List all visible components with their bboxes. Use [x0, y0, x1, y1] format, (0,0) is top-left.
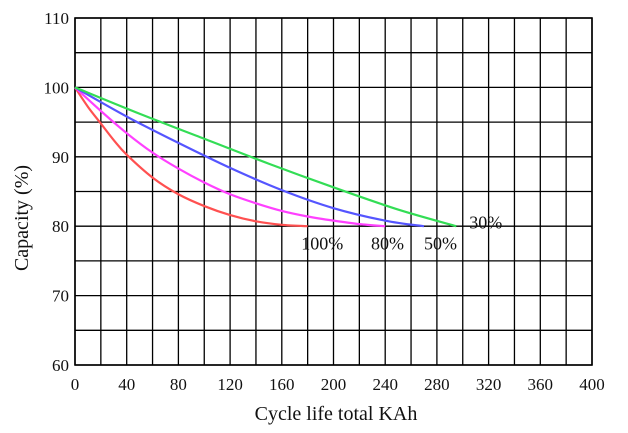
- series-labels: 100% 80% 50% 30%: [301, 213, 502, 254]
- x-tick-label: 120: [217, 375, 243, 394]
- x-tick-label: 40: [118, 375, 135, 394]
- y-tick-label: 70: [52, 287, 69, 306]
- x-tick-label: 360: [528, 375, 554, 394]
- series-line-100pct: [74, 86, 308, 228]
- y-tick-label: 60: [52, 356, 69, 375]
- series-line-80pct: [74, 86, 386, 228]
- x-tick-label: 280: [424, 375, 450, 394]
- series-line-30pct: [74, 86, 457, 228]
- x-tick-label: 200: [321, 375, 347, 394]
- plot-frame: [74, 17, 593, 366]
- x-tick-label: 160: [269, 375, 295, 394]
- series-line-50pct: [74, 86, 425, 228]
- y-tick-label: 80: [52, 217, 69, 236]
- x-axis-title: Cycle life total KAh: [255, 403, 418, 425]
- x-tick-label: 80: [170, 375, 187, 394]
- series-label-80pct: 80%: [371, 234, 404, 254]
- x-tick-label: 400: [579, 375, 605, 394]
- grid: [74, 17, 593, 366]
- series-label-30pct: 30%: [469, 213, 502, 233]
- x-tick-label: 240: [372, 375, 398, 394]
- x-tick-label: 0: [71, 375, 80, 394]
- series-label-50pct: 50%: [424, 234, 457, 254]
- y-tick-label: 100: [44, 78, 70, 97]
- series-lines: [74, 86, 457, 228]
- tick-labels: 0 40 80 120 160 200 240 280 320 360 400 60 70 80 90 100…: [44, 9, 605, 394]
- y-tick-label: 90: [52, 148, 69, 167]
- series-label-100pct: 100%: [301, 234, 343, 254]
- y-tick-label: 110: [44, 9, 69, 28]
- x-tick-label: 320: [476, 375, 502, 394]
- y-axis-title: Capacity (%): [11, 165, 33, 271]
